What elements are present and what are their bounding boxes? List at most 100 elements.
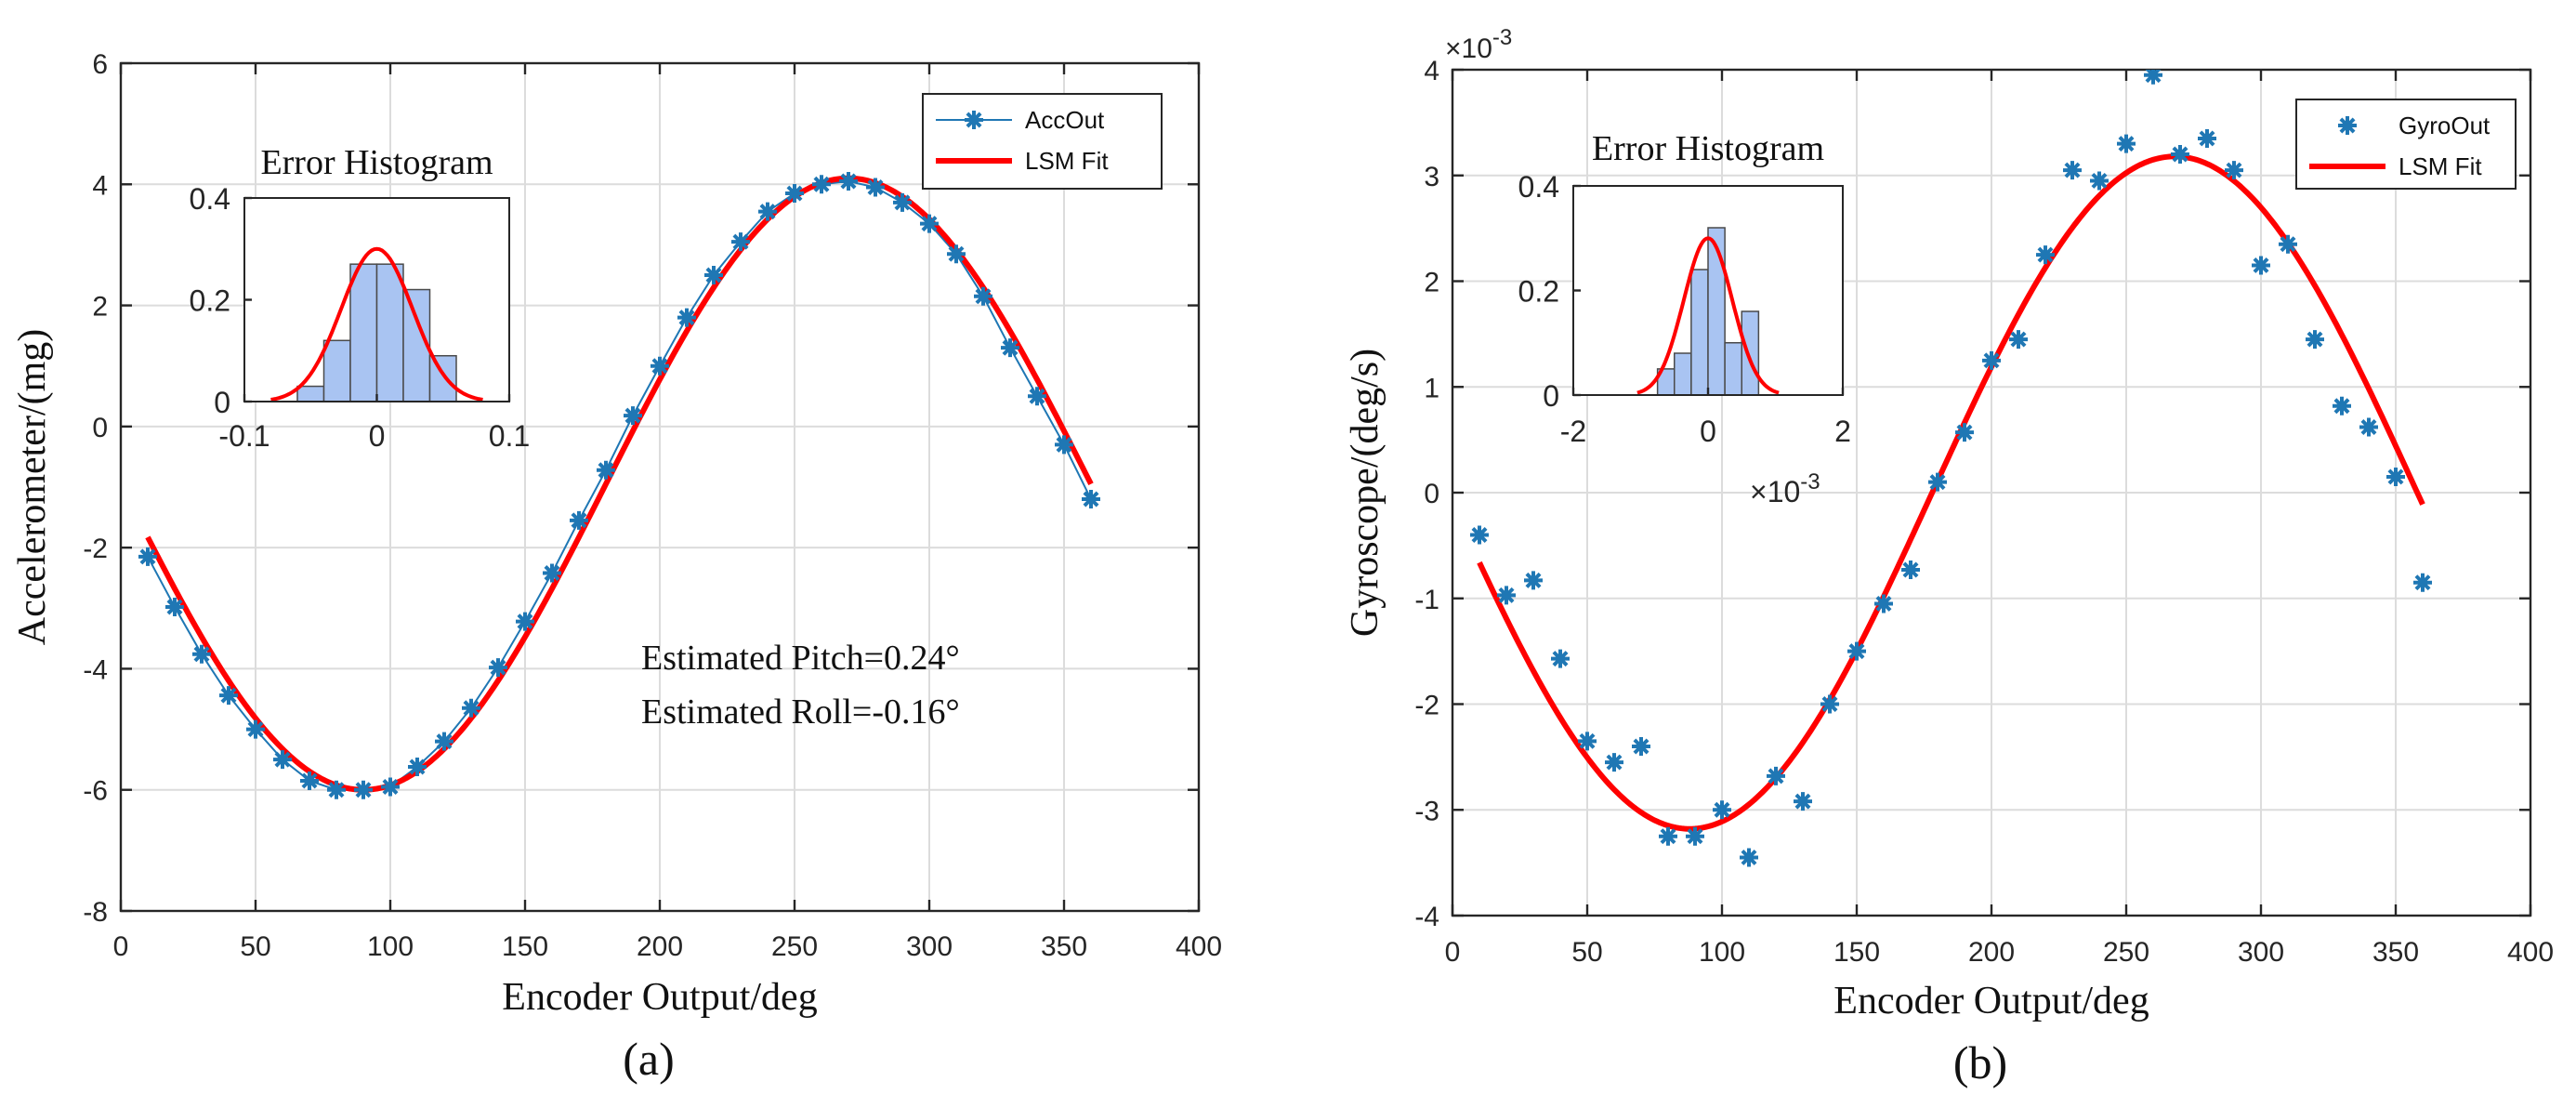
- data-point-shape: [1551, 649, 1570, 668]
- histogram-bar: [1741, 310, 1760, 396]
- data-point: [785, 184, 804, 204]
- data-point: [1497, 586, 1516, 605]
- data-point: [2413, 573, 2432, 592]
- data-point: [1767, 766, 1785, 785]
- data-point-shape: [1955, 423, 1974, 442]
- data-point: [1551, 649, 1570, 668]
- data-point: [2009, 330, 2028, 350]
- data-point: [893, 192, 912, 212]
- data-point: [974, 286, 992, 306]
- data-point-shape: [758, 202, 777, 221]
- data-point: [2036, 245, 2055, 265]
- data-point-shape: [2306, 330, 2324, 350]
- y-tick-label: 3: [1424, 162, 1439, 192]
- y-tick-label: 2: [92, 292, 108, 323]
- data-point: [354, 780, 373, 799]
- inset-title: Error Histogram: [260, 143, 493, 182]
- x-tick-label: 250: [2103, 937, 2149, 968]
- legend-box: [2295, 99, 2517, 190]
- legend-marker-icon-shape: [2338, 116, 2357, 135]
- y-tick-label: -2: [1414, 691, 1439, 721]
- data-point-shape: [1497, 586, 1516, 605]
- data-point-shape: [354, 780, 373, 799]
- data-point: [1605, 753, 1623, 772]
- x-tick-label: 300: [906, 931, 953, 962]
- y-tick-label: 0: [92, 413, 108, 443]
- data-point-shape: [381, 777, 400, 797]
- inset-x-tick-label: -0.1: [218, 419, 269, 453]
- data-point: [516, 612, 534, 631]
- data-point: [1955, 423, 1974, 442]
- x-axis-label: Encoder Output/deg: [502, 976, 817, 1019]
- histogram-bar: [322, 339, 351, 402]
- x-tick-label: 150: [502, 931, 548, 962]
- data-point: [1740, 848, 1758, 867]
- data-point-shape: [1470, 525, 1489, 545]
- data-point-shape: [2413, 573, 2432, 592]
- data-point-shape: [2117, 134, 2136, 153]
- histogram-bar: [375, 263, 404, 402]
- data-point: [624, 406, 642, 426]
- y-axis-label: Gyroscope/(deg/s): [1344, 349, 1387, 637]
- data-point-shape: [1605, 753, 1623, 772]
- data-point-shape: [570, 510, 588, 530]
- data-point-shape: [1982, 350, 2001, 370]
- data-point-shape: [1767, 766, 1785, 785]
- histogram-bar: [1707, 227, 1726, 396]
- legend-marker-icon: [2338, 116, 2357, 135]
- data-point: [2171, 145, 2189, 164]
- data-point: [1794, 792, 1812, 811]
- x-tick-label: 100: [1699, 937, 1745, 968]
- x-tick-label: 350: [2372, 937, 2419, 968]
- data-point-shape: [1578, 732, 1597, 751]
- histogram-fit-curve: [270, 246, 483, 402]
- y-tick-label: -4: [1414, 902, 1439, 932]
- histogram-bar: [296, 385, 325, 402]
- inset-y-tick-label: 0.4: [190, 182, 230, 216]
- x-tick-label: 0: [113, 931, 129, 962]
- chart-panel-a: 0 50 100 150 200 250 300 350 400 -8 -6 -4 -2 0 2 4 6 Enco…: [11, 49, 1222, 1085]
- data-point-shape: [273, 750, 292, 770]
- data-point: [1901, 561, 1920, 580]
- data-point-shape: [1820, 694, 1839, 714]
- x-tick-label: 250: [771, 931, 818, 962]
- data-point: [462, 698, 480, 718]
- inset-y-tick-label: 0.2: [1518, 275, 1559, 309]
- data-point-shape: [893, 192, 912, 212]
- y-tick-label: 0: [1424, 479, 1439, 509]
- data-point-shape: [2333, 396, 2351, 416]
- y-tick-label: 1: [1424, 373, 1439, 403]
- data-point: [570, 510, 588, 530]
- data-point-shape: [1713, 800, 1731, 820]
- inset-y-tick-label: 0: [1543, 379, 1559, 413]
- legend-label: LSM Fit: [2399, 152, 2482, 180]
- data-point-shape: [866, 178, 885, 197]
- data-point-shape: [974, 286, 992, 306]
- y-tick-label: 4: [92, 170, 108, 201]
- data-point-shape: [1847, 641, 1866, 661]
- inset-x-tick-label: -2: [1560, 415, 1586, 448]
- data-point-shape: [2063, 161, 2082, 180]
- data-point: [812, 175, 831, 194]
- y-tick-label: 2: [1424, 268, 1439, 298]
- data-point-shape: [516, 612, 534, 631]
- data-point: [2386, 467, 2405, 486]
- histogram-bar: [349, 263, 378, 402]
- inset-y-tick-label: 0.2: [190, 284, 230, 318]
- histogram-bar: [1690, 269, 1709, 396]
- fit-curve: [1477, 153, 2425, 832]
- data-point-shape: [1055, 435, 1073, 455]
- histogram-bar: [1674, 352, 1692, 396]
- data-point: [1874, 594, 1893, 613]
- data-point-shape: [1740, 848, 1758, 867]
- data-point: [1847, 641, 1866, 661]
- data-point-shape: [327, 780, 346, 799]
- data-point: [2198, 128, 2216, 148]
- data-point-shape: [2252, 256, 2270, 275]
- y-exponent-base: ×10: [1445, 33, 1492, 64]
- data-point: [2279, 234, 2297, 254]
- data-point: [1632, 737, 1650, 756]
- inset-x-exponent: ×10-3: [1750, 469, 1820, 508]
- data-point: [1928, 472, 1947, 492]
- data-point-shape: [785, 184, 804, 204]
